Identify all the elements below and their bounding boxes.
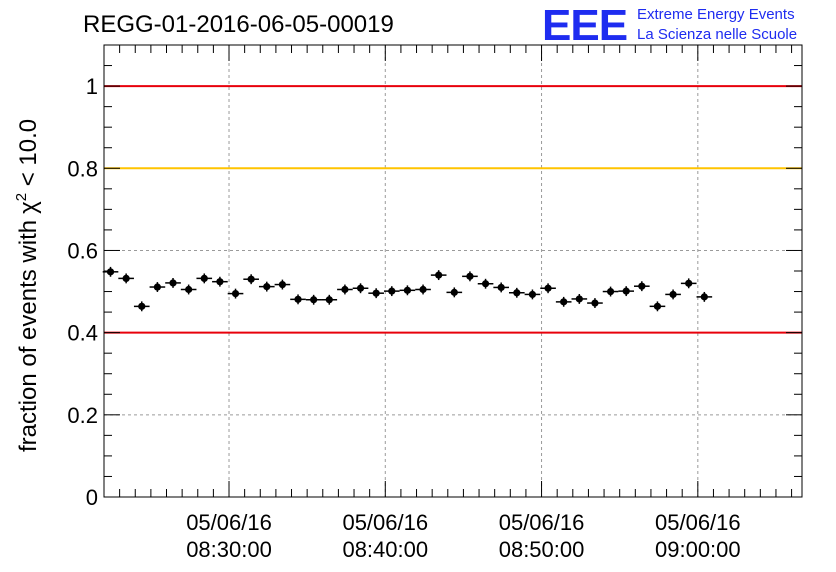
- data-point: [419, 285, 427, 294]
- x-tick-label-date: 05/06/16: [499, 510, 585, 535]
- data-point: [466, 272, 474, 280]
- data-point: [435, 271, 443, 279]
- data-point: [544, 284, 552, 292]
- data-point: [653, 302, 662, 310]
- data-point: [138, 302, 146, 310]
- data-point: [216, 278, 224, 286]
- data-point: [325, 296, 333, 304]
- data-point: [606, 287, 615, 296]
- y-tick-label: 1: [86, 74, 98, 99]
- x-tick-label-date: 05/06/16: [342, 510, 428, 535]
- data-point: [700, 293, 708, 301]
- x-tick-label-date: 05/06/16: [655, 510, 741, 535]
- data-point: [185, 285, 193, 294]
- data-point: [341, 285, 349, 294]
- data-point: [638, 282, 646, 290]
- data-point: [575, 295, 583, 303]
- data-point: [310, 296, 318, 304]
- y-axis-label-symbol: χ: [15, 201, 42, 214]
- y-tick-label: 0.4: [67, 321, 98, 346]
- logo-line-1: Extreme Energy Events: [637, 6, 795, 23]
- data-point: [560, 298, 568, 306]
- y-tick-label: 0.2: [67, 403, 98, 428]
- y-tick-label: 0: [86, 485, 98, 510]
- data-point: [356, 284, 365, 292]
- x-tick-label-time: 08:30:00: [186, 537, 272, 562]
- data-point: [591, 299, 599, 307]
- data-point: [153, 283, 161, 291]
- data-point: [372, 289, 380, 297]
- data-point: [513, 289, 521, 297]
- x-tick-label-date: 05/06/16: [186, 510, 272, 535]
- data-point: [122, 274, 130, 282]
- x-tick-label-time: 09:00:00: [655, 537, 741, 562]
- x-tick-label-time: 08:50:00: [499, 537, 585, 562]
- logo-line-2: La Scienza nelle Scuole: [637, 26, 797, 43]
- data-point: [497, 283, 505, 292]
- data-point: [231, 290, 240, 298]
- data-point: [622, 287, 630, 295]
- plot-area: 00.20.40.60.8105/06/1608:30:0005/06/1608…: [67, 44, 803, 562]
- x-tick-label-time: 08:40:00: [342, 537, 428, 562]
- data-point: [528, 290, 537, 299]
- data-point: [106, 268, 115, 276]
- data-point: [685, 279, 693, 287]
- data-point: [669, 290, 677, 299]
- data-point: [403, 286, 412, 294]
- y-axis-label-suffix: < 10.0: [15, 119, 42, 193]
- y-tick-label: 0.8: [67, 156, 98, 181]
- y-tick-label: 0.6: [67, 238, 98, 263]
- data-point: [200, 274, 208, 282]
- data-point: [278, 280, 287, 289]
- y-axis-label-text: fraction of events with: [15, 220, 42, 452]
- data-point: [388, 287, 396, 295]
- data-point: [450, 288, 458, 296]
- data-point: [481, 280, 490, 288]
- plot-frame: [103, 44, 803, 498]
- data-point: [294, 295, 302, 303]
- chart-title: REGG-01-2016-06-05-00019: [83, 11, 394, 38]
- data-point: [247, 275, 255, 283]
- y-axis-label-superscript: 2: [13, 193, 30, 201]
- logo-mark: EEE: [542, 1, 627, 50]
- eee-logo: EEE Extreme Energy Events La Scienza nel…: [542, 1, 797, 50]
- data-point: [169, 279, 177, 287]
- y-axis-label: fraction of events with χ2 < 10.0: [13, 119, 42, 452]
- data-point: [263, 283, 271, 291]
